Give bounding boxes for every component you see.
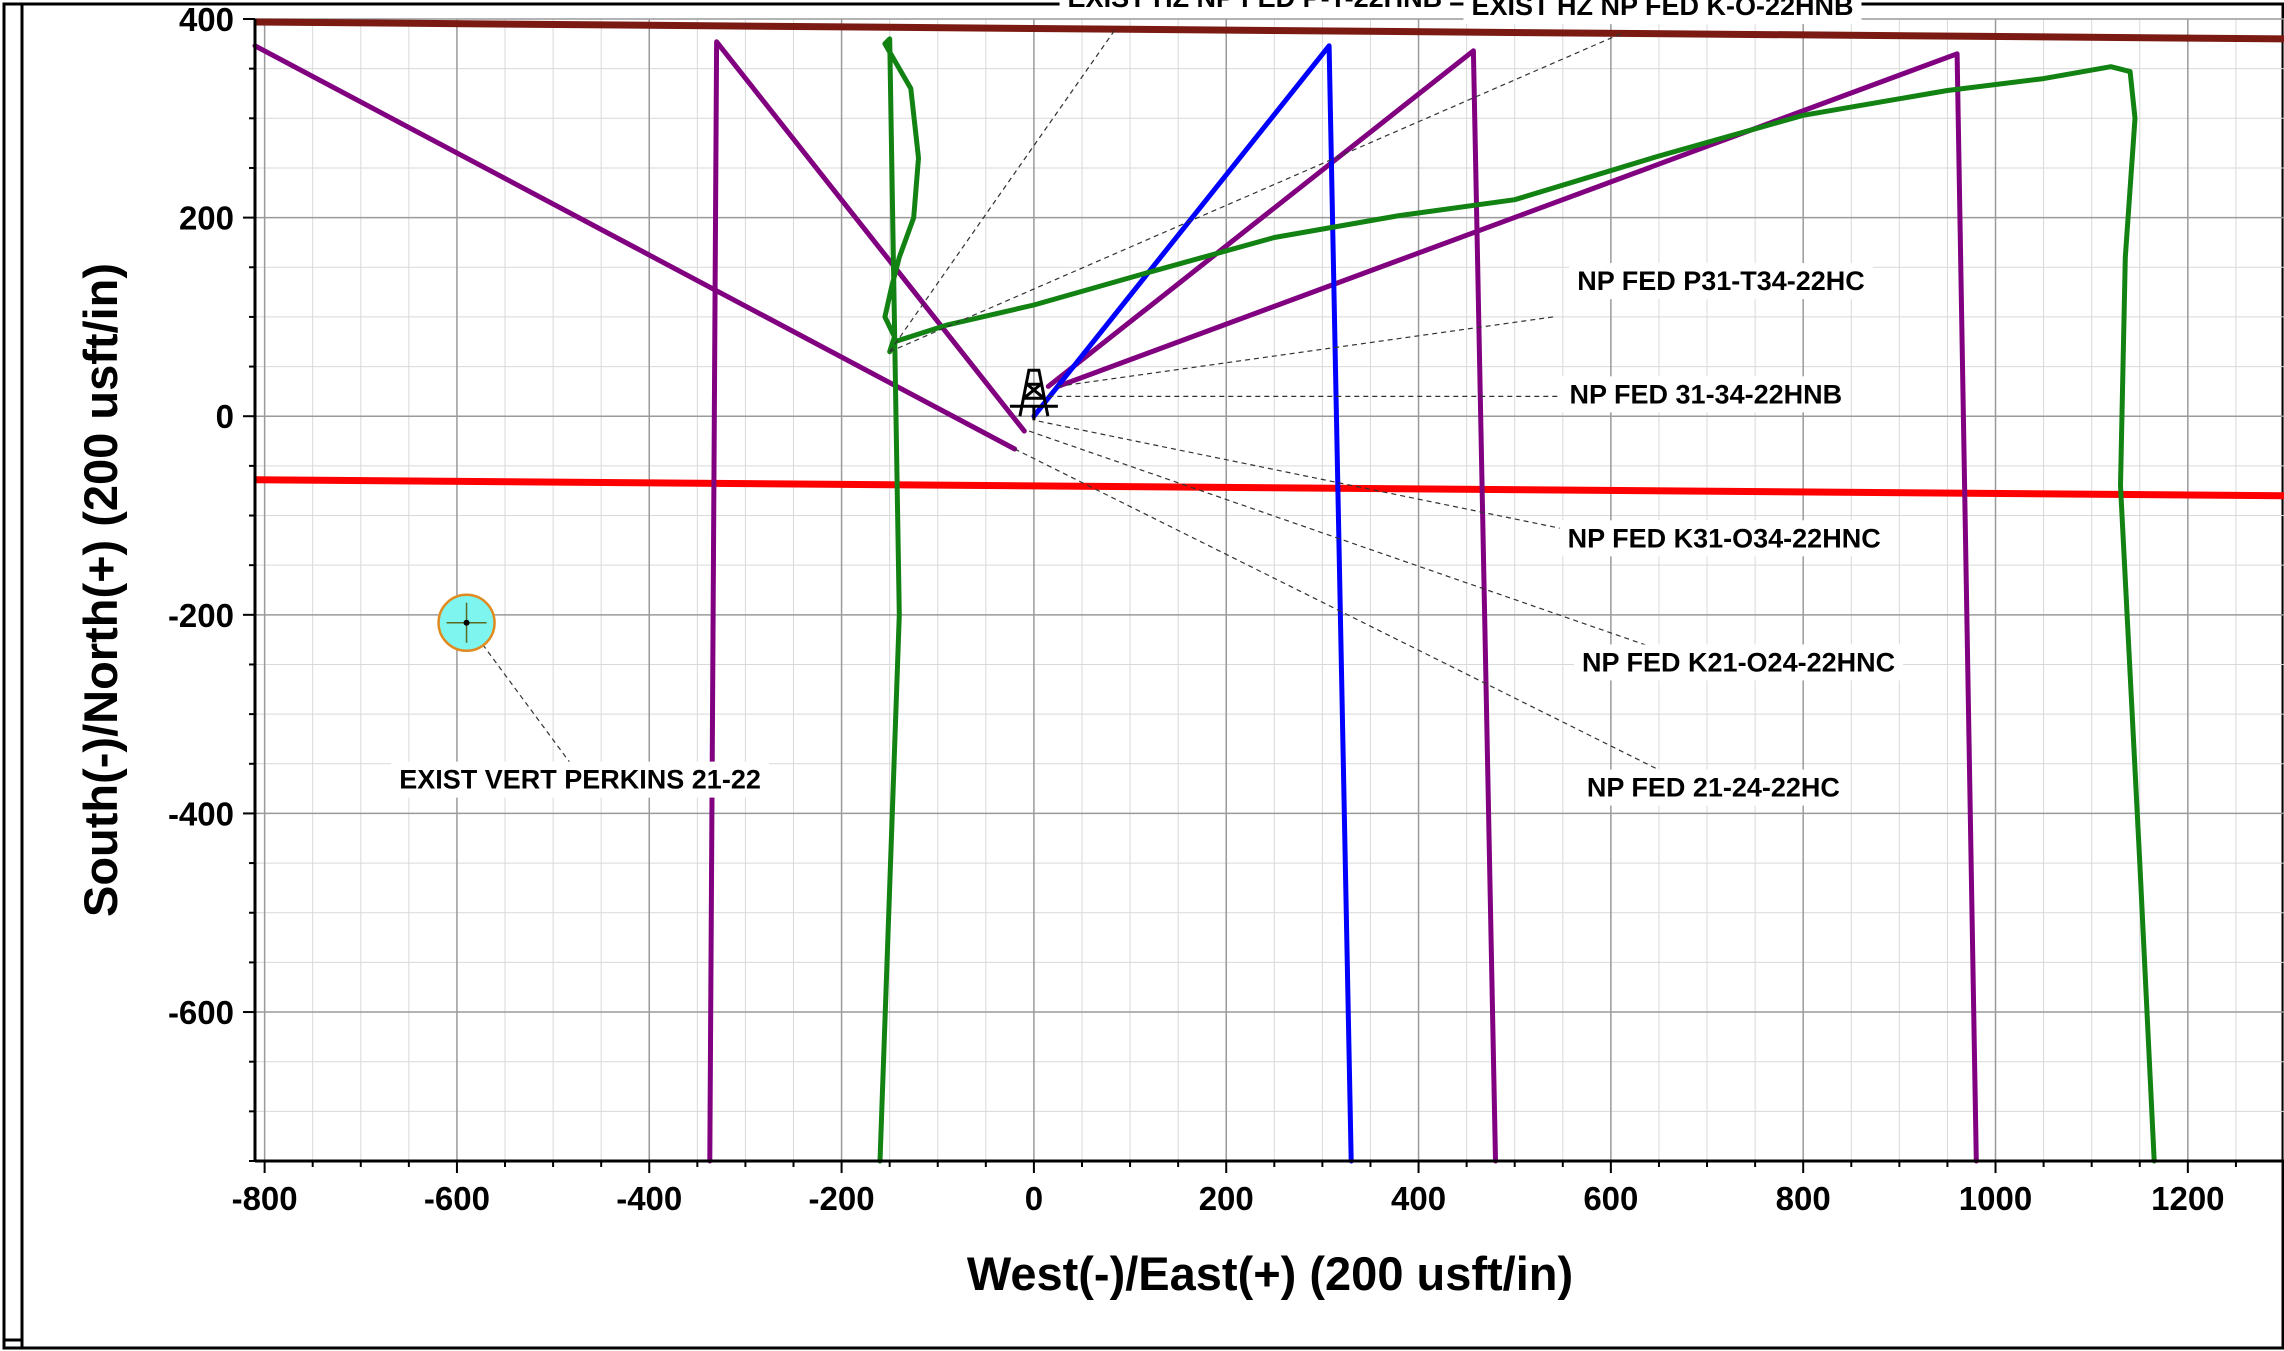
y-tick-label: 0 (216, 398, 234, 435)
chart-frame (20, 2, 2284, 1350)
leader-line (1014, 448, 1667, 775)
well-label: NP FED K31-O34-22HNC (1559, 520, 1889, 557)
leader-line (1038, 420, 1562, 529)
well-label-background (1559, 520, 1889, 557)
leader-layer (466, 28, 1667, 775)
marker-layer (437, 368, 1058, 653)
well-label-background (1574, 644, 1904, 681)
well-target-icon (437, 593, 496, 653)
wellbore-path (707, 39, 1027, 1164)
drilling-rig-icon (1009, 368, 1058, 421)
leader-line (889, 33, 1621, 353)
leader-line (1028, 430, 1660, 651)
annotation-layer: EXIST HZ NP FED P-T-22HNB EXIST HZ NP FED… (391, 0, 1904, 806)
y-tick-label: 400 (179, 1, 234, 38)
rig-frame (1009, 368, 1058, 421)
y-tick-label: 200 (179, 200, 234, 237)
well-label-text: NP FED 21-24-22HC (1587, 773, 1840, 803)
minor-grid (255, 19, 2284, 1162)
x-tick-label: 1200 (2151, 1180, 2224, 1217)
well-label-background (1569, 263, 1873, 300)
well-label-background (391, 761, 769, 798)
leader-line (466, 622, 573, 767)
lease-lines (254, 18, 2284, 500)
x-tick-label: -600 (424, 1180, 490, 1217)
x-tick-label: 200 (1199, 1180, 1254, 1217)
leader-line (889, 28, 1117, 353)
wellbore-path (892, 64, 2157, 1164)
leader-line (1057, 316, 1554, 387)
tick-layer: -800 -600 -400 -200 0 200 400 600 800 1000 1200 400… (168, 1, 2225, 1217)
series-layer (252, 36, 2157, 1164)
x-tick-label: -800 (232, 1180, 298, 1217)
well-label: EXIST HZ NP FED P-T-22HNB (1059, 0, 1451, 17)
well-label-text: NP FED K21-O24-22HNC (1582, 647, 1895, 677)
well-label-text: NP FED K31-O34-22HNC (1568, 523, 1881, 553)
well-label: NP FED 31-34-22HNB (1561, 376, 1851, 413)
well-label-text: EXIST HZ NP FED K-O-22HNB (1471, 0, 1853, 21)
well-label-background (1561, 376, 1851, 413)
x-axis-title: West(-)/East(+) (200 usft/in) (967, 1247, 1573, 1300)
well-label-text: EXIST VERT PERKINS 21-22 (399, 765, 761, 795)
wellbore-path (1045, 48, 1498, 1164)
x-tick-label: -200 (809, 1180, 875, 1217)
wellbore-path (877, 36, 921, 1164)
x-tick-label: 400 (1391, 1180, 1446, 1217)
well-label: NP FED 21-24-22HC (1578, 769, 1848, 806)
well-label: NP FED K21-O24-22HNC (1574, 644, 1904, 681)
x-tick-label: 0 (1025, 1180, 1043, 1217)
well-target-center (463, 619, 470, 626)
x-tick-label: 800 (1776, 1180, 1831, 1217)
well-label-background (1578, 769, 1848, 806)
lease-line (254, 476, 2284, 500)
well-label: EXIST VERT PERKINS 21-22 (391, 761, 769, 798)
well-label-text: NP FED P31-T34-22HC (1577, 266, 1865, 296)
well-label: EXIST HZ NP FED K-O-22HNB (1463, 0, 1862, 25)
well-label-text: NP FED 31-34-22HNB (1570, 379, 1843, 409)
y-axis-title: South(-)/North(+) (200 usft/in) (74, 263, 127, 917)
well-label-background (1463, 0, 1862, 25)
major-grid (255, 18, 2284, 1161)
wellbore-path (1031, 43, 1354, 1164)
well-label: NP FED P31-T34-22HC (1569, 263, 1873, 300)
y-tick-label: -600 (168, 994, 234, 1031)
x-tick-label: -400 (616, 1180, 682, 1217)
x-tick-label: 1000 (1959, 1180, 2032, 1217)
lease-line (254, 18, 2284, 43)
axes-layer (243, 18, 2284, 1173)
y-tick-label: -200 (168, 597, 234, 634)
well-label-text: EXIST HZ NP FED P-T-22HNB (1068, 0, 1443, 13)
well-label-background (1059, 0, 1451, 17)
y-tick-label: -400 (168, 795, 234, 832)
wellbore-path (252, 43, 1018, 452)
x-tick-label: 600 (1583, 1180, 1638, 1217)
wellbore-path (1055, 51, 1979, 1164)
